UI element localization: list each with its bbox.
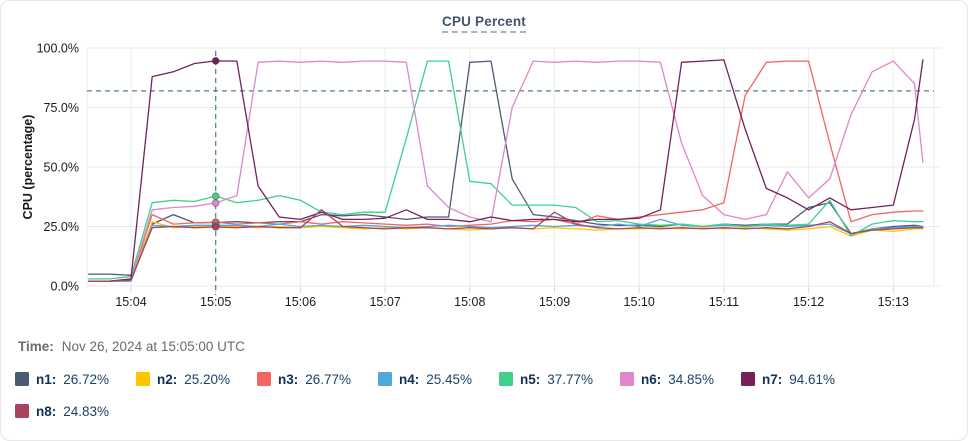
crosshair-dot-n7	[211, 56, 220, 65]
chart-header: CPU Percent	[1, 13, 967, 33]
legend-series-value: 25.20%	[184, 371, 231, 387]
y-axis-title: CPU (percentage)	[21, 114, 35, 220]
legend-item-n7[interactable]: n7: 94.61%	[735, 369, 856, 389]
legend-swatch-n2	[136, 372, 150, 386]
crosshair-dot-n8	[211, 223, 220, 231]
crosshair-dot-n5	[211, 192, 220, 201]
legend-series-name: n2:	[157, 371, 178, 387]
time-value: Nov 26, 2024 at 15:05:00 UTC	[61, 339, 245, 354]
series-line-n8[interactable]	[88, 209, 924, 282]
x-tick-label: 15:08	[454, 295, 485, 309]
series-line-n3[interactable]	[88, 60, 924, 282]
legend-item-n2[interactable]: n2: 25.20%	[130, 369, 251, 389]
legend-series-value: 26.77%	[305, 371, 352, 387]
legend-series-value: 34.85%	[668, 371, 715, 387]
legend-swatch-n7	[741, 372, 755, 386]
x-tick-label: 15:12	[793, 295, 824, 309]
legend-series-name: n3:	[278, 371, 299, 387]
legend-item-n8[interactable]: n8: 24.83%	[9, 401, 130, 421]
x-tick-label: 15:07	[369, 295, 400, 309]
series-line-n2[interactable]	[88, 221, 924, 282]
y-tick-label: 75.0%	[44, 101, 79, 115]
legend-item-n1[interactable]: n1: 26.72%	[9, 369, 130, 389]
x-tick-label: 15:09	[539, 295, 570, 309]
series-line-n5[interactable]	[88, 60, 924, 280]
legend-series-value: 26.72%	[63, 371, 110, 387]
y-tick-label: 50.0%	[44, 161, 79, 175]
legend-series-name: n4:	[399, 371, 420, 387]
legend-series-name: n5:	[520, 371, 541, 387]
legend-series-name: n1:	[36, 371, 57, 387]
legend-series-value: 25.45%	[426, 371, 473, 387]
chart-title[interactable]: CPU Percent	[442, 14, 526, 33]
legend-series-name: n7:	[762, 371, 783, 387]
y-tick-label: 100.0%	[37, 42, 79, 56]
series-line-n4[interactable]	[88, 218, 924, 282]
cpu-percent-line-chart[interactable]: 100.0% 75.0% 50.0% 25.0% 0.0% 15:04 15:05 15:06…	[1, 1, 968, 323]
y-tick-label: 0.0%	[51, 280, 80, 294]
legend-swatch-n1	[15, 372, 29, 386]
legend-series-name: n8:	[36, 403, 57, 419]
y-tick-label: 25.0%	[44, 220, 79, 234]
legend-swatch-n5	[499, 372, 513, 386]
legend-item-n5[interactable]: n5: 37.77%	[493, 369, 614, 389]
crosshair-time-row: Time: Nov 26, 2024 at 15:05:00 UTC	[18, 339, 245, 354]
x-tick-label: 15:11	[709, 295, 739, 309]
x-tick-label: 15:13	[878, 295, 909, 309]
legend-item-n3[interactable]: n3: 26.77%	[251, 369, 372, 389]
series-line-n6[interactable]	[88, 60, 924, 282]
series-line-n1[interactable]	[88, 60, 924, 276]
crosshair-dot-n6	[211, 199, 220, 207]
chart-area[interactable]: 100.0% 75.0% 50.0% 25.0% 0.0% 15:04 15:05 15:06…	[1, 1, 968, 323]
legend-swatch-n3	[257, 372, 271, 386]
legend-series-value: 94.61%	[789, 371, 836, 387]
legend-series-value: 37.77%	[547, 371, 594, 387]
legend-item-n6[interactable]: n6: 34.85%	[614, 369, 735, 389]
x-tick-label: 15:04	[115, 295, 146, 309]
legend-swatch-n8	[15, 404, 29, 418]
legend-swatch-n4	[378, 372, 392, 386]
legend-item-n4[interactable]: n4: 25.45%	[372, 369, 493, 389]
x-tick-label: 15:05	[200, 295, 231, 309]
x-tick-label: 15:06	[285, 295, 316, 309]
legend-series-name: n6:	[641, 371, 662, 387]
legend-swatch-n6	[620, 372, 634, 386]
legend-series-value: 24.83%	[63, 403, 110, 419]
series-line-n7[interactable]	[88, 59, 924, 282]
x-tick-label: 15:10	[624, 295, 655, 309]
time-label: Time:	[18, 339, 54, 354]
legend: n1: 26.72% n2: 25.20% n3: 26.77% n4: 25.45% n5: 3…	[9, 369, 959, 421]
